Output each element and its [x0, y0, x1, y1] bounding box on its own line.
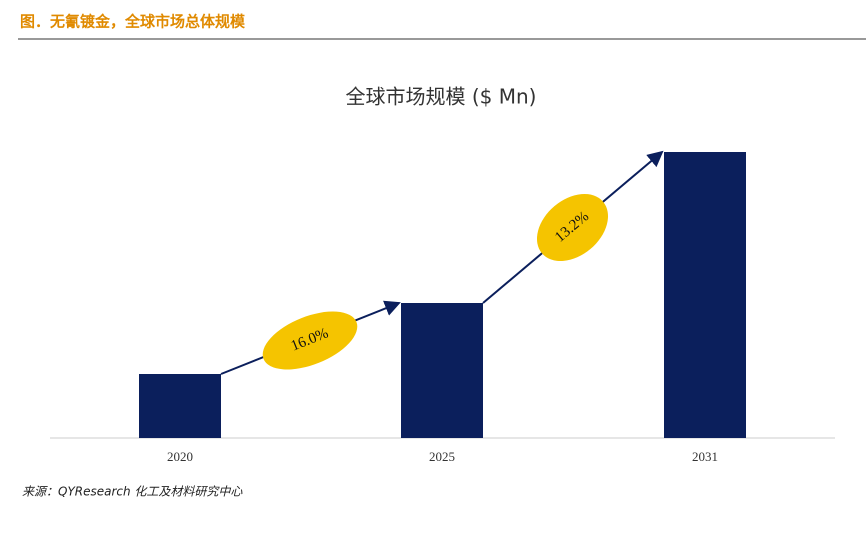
- bar: [401, 303, 483, 438]
- header: 图．无氰镀金，全球市场总体规模: [20, 13, 246, 31]
- source: 来源：QYResearch 化工及材料研究中心: [22, 485, 243, 499]
- x-tick-label: 2031: [692, 449, 718, 464]
- bar: [664, 152, 746, 438]
- growth-badge: [262, 311, 358, 370]
- growth-badge: [536, 193, 609, 262]
- chart-title: 全球市场规模 ($ Mn): [346, 85, 537, 109]
- x-tick-label: 2020: [167, 449, 193, 464]
- bar: [139, 374, 221, 438]
- x-tick-label: 2025: [429, 449, 455, 464]
